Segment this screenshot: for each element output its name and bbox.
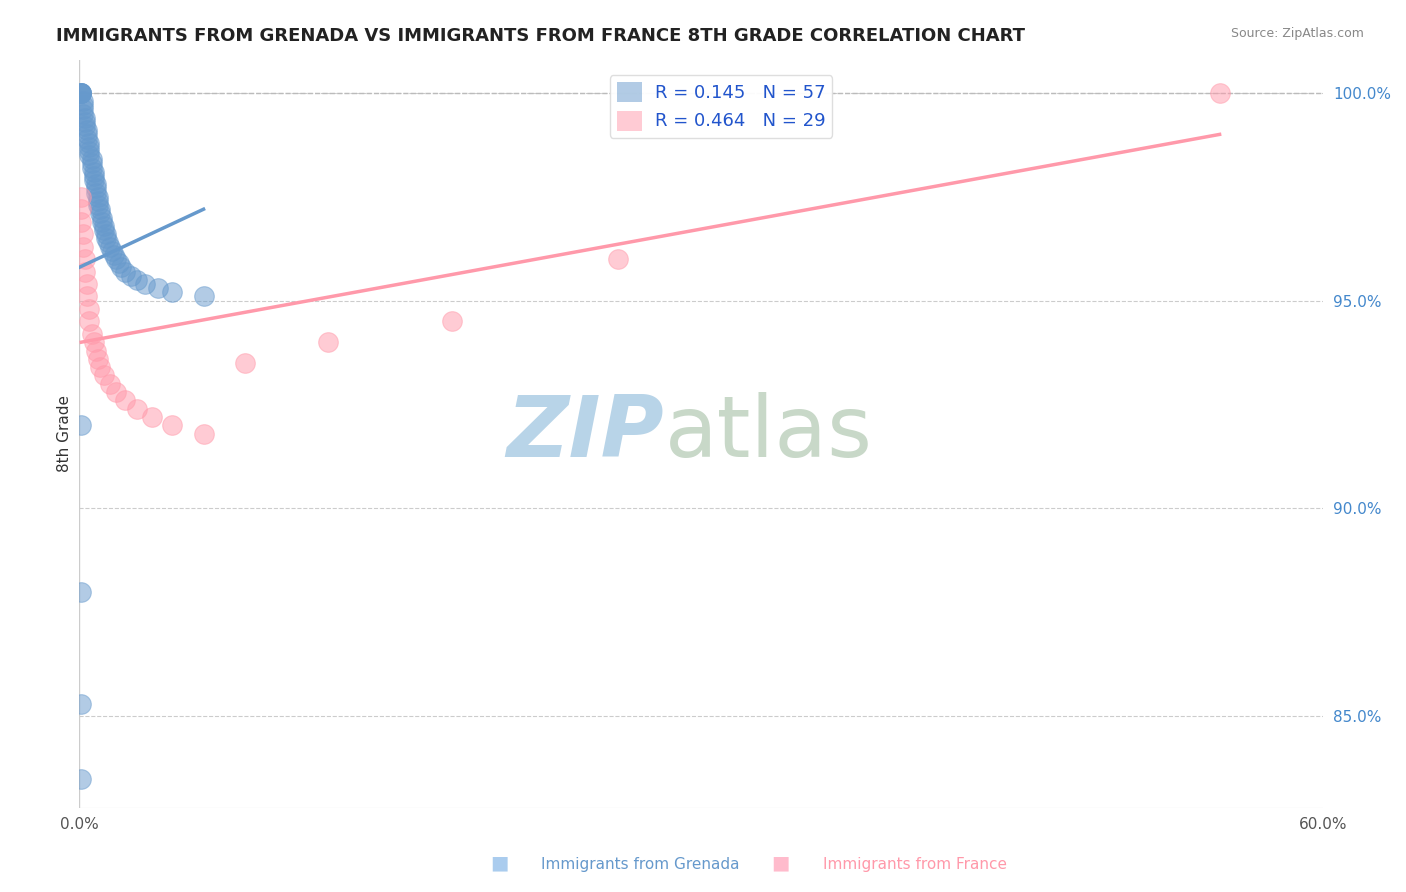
Point <box>98 376 121 391</box>
Point <box>84 186 107 200</box>
Point <box>70 86 93 100</box>
Point <box>1208 86 1230 100</box>
Point <box>90 211 112 225</box>
Point <box>87 351 110 366</box>
Point <box>70 86 93 100</box>
Point <box>107 256 129 270</box>
Point <box>80 326 103 341</box>
Point <box>72 106 94 120</box>
Point <box>70 190 93 204</box>
Point <box>79 301 101 316</box>
Point <box>72 227 94 242</box>
Point <box>75 119 97 133</box>
Point <box>103 248 125 262</box>
Point <box>90 215 112 229</box>
Point <box>80 161 103 175</box>
Point <box>93 223 115 237</box>
Point <box>70 86 93 100</box>
Point <box>441 314 464 328</box>
Point <box>80 153 103 167</box>
Point <box>89 206 111 220</box>
Point <box>79 140 101 154</box>
Point <box>70 86 93 100</box>
Point <box>75 252 97 266</box>
Point <box>84 181 107 195</box>
Point <box>162 285 184 300</box>
Point <box>105 385 128 400</box>
Point <box>75 264 97 278</box>
Point <box>72 239 94 253</box>
Point <box>316 335 339 350</box>
Point <box>84 178 107 192</box>
Text: Immigrants from France: Immigrants from France <box>823 857 1007 872</box>
Point <box>87 194 110 208</box>
Point <box>72 103 94 117</box>
Legend: R = 0.145   N = 57, R = 0.464   N = 29: R = 0.145 N = 57, R = 0.464 N = 29 <box>610 76 832 137</box>
Point <box>70 86 93 100</box>
Point <box>76 128 98 142</box>
Point <box>105 252 128 266</box>
Point <box>80 156 103 170</box>
Point <box>87 190 110 204</box>
Point <box>70 772 93 786</box>
Point <box>70 202 93 217</box>
Point <box>84 343 107 358</box>
Point <box>114 393 136 408</box>
Point <box>94 227 117 242</box>
Point <box>93 219 115 233</box>
Point <box>193 426 215 441</box>
Point <box>70 215 93 229</box>
Point <box>233 356 256 370</box>
Point <box>76 277 98 291</box>
Text: ■: ■ <box>770 854 790 872</box>
Point <box>114 264 136 278</box>
Point <box>79 144 101 158</box>
Point <box>607 252 630 266</box>
Text: IMMIGRANTS FROM GRENADA VS IMMIGRANTS FROM FRANCE 8TH GRADE CORRELATION CHART: IMMIGRANTS FROM GRENADA VS IMMIGRANTS FR… <box>56 27 1025 45</box>
Point <box>89 202 111 217</box>
Text: Immigrants from Grenada: Immigrants from Grenada <box>541 857 740 872</box>
Point <box>193 289 215 303</box>
Point <box>76 123 98 137</box>
Point <box>76 131 98 145</box>
Point <box>70 697 93 711</box>
Text: atlas: atlas <box>665 392 873 475</box>
Point <box>72 94 94 108</box>
Text: Source: ZipAtlas.com: Source: ZipAtlas.com <box>1230 27 1364 40</box>
Point <box>127 401 149 416</box>
Point <box>162 418 184 433</box>
Point <box>110 260 132 275</box>
Point <box>141 410 163 425</box>
Point <box>94 231 117 245</box>
Point <box>83 169 105 183</box>
Point <box>120 268 142 283</box>
Point <box>98 239 121 253</box>
Point <box>70 418 93 433</box>
Point <box>79 148 101 162</box>
Point <box>83 335 105 350</box>
Point <box>89 360 111 375</box>
Point <box>70 584 93 599</box>
Text: ZIP: ZIP <box>506 392 664 475</box>
Point <box>83 173 105 187</box>
Point <box>101 244 124 258</box>
Point <box>83 165 105 179</box>
Point <box>72 98 94 112</box>
Point <box>127 273 149 287</box>
Point <box>75 111 97 125</box>
Point <box>93 368 115 383</box>
Point <box>134 277 156 291</box>
Point <box>146 281 169 295</box>
Y-axis label: 8th Grade: 8th Grade <box>58 395 72 472</box>
Point <box>75 115 97 129</box>
Point <box>87 198 110 212</box>
Point <box>97 235 120 250</box>
Point <box>76 289 98 303</box>
Point <box>79 136 101 150</box>
Point <box>79 314 101 328</box>
Text: ■: ■ <box>489 854 509 872</box>
